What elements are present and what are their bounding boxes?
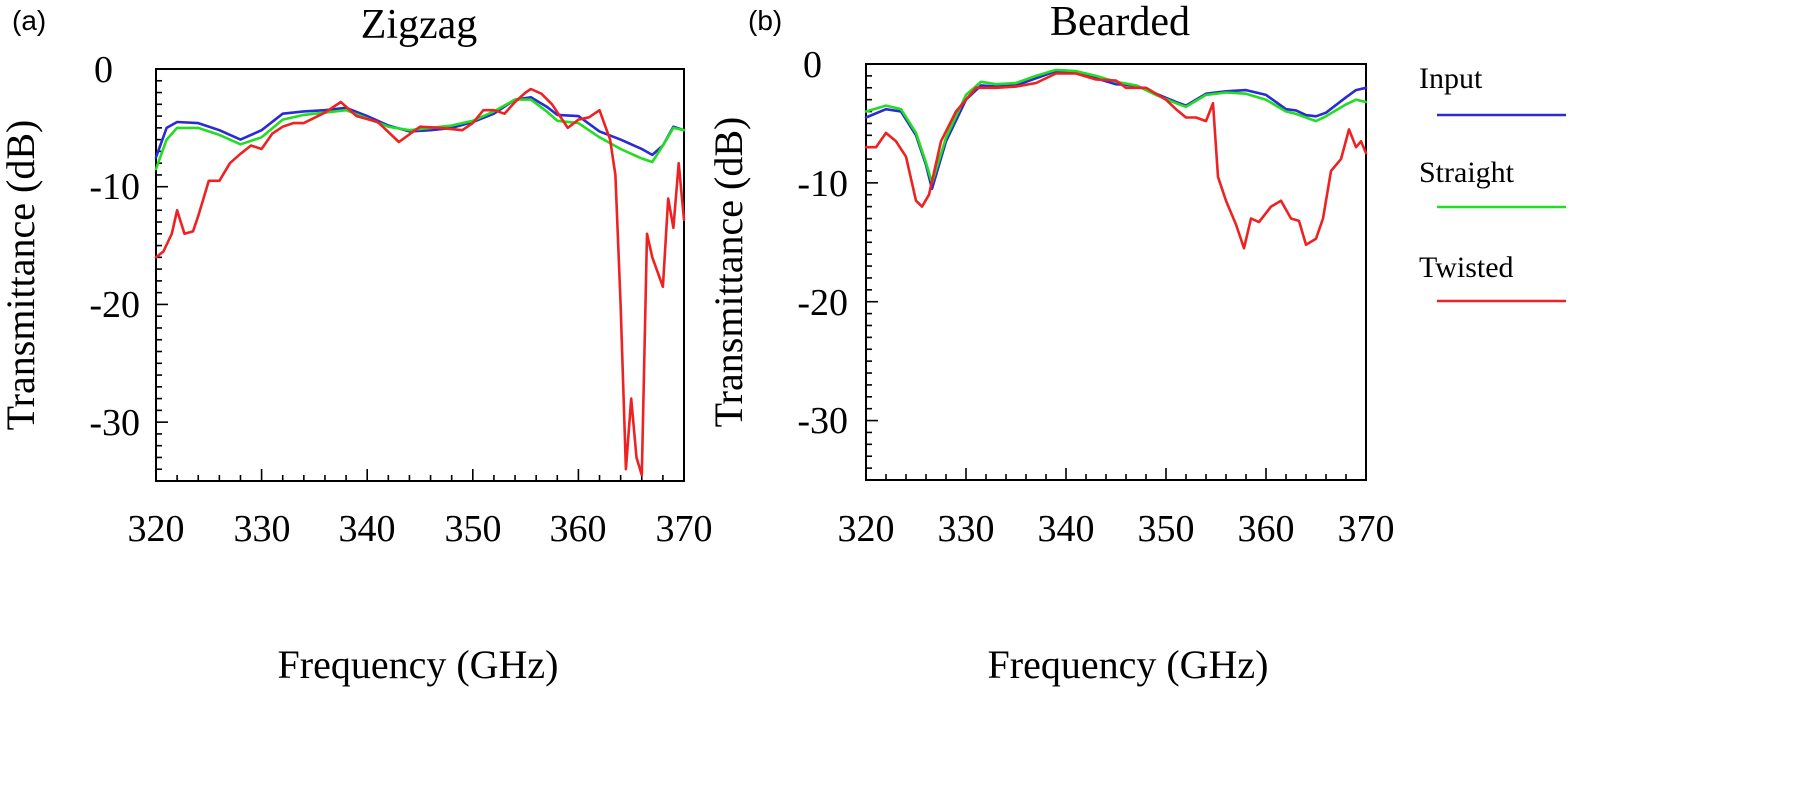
y-axis-label-bearded: Transmittance (dB): [706, 117, 751, 428]
y-tick-label: -20: [89, 284, 140, 326]
legend-label-input: Input: [1419, 62, 1483, 95]
plot-frame-zigzag: [155, 68, 685, 482]
x-tick-label: 370: [1338, 508, 1395, 550]
y-tick-labels-bearded: 0 -10 -20 -30: [797, 44, 848, 442]
x-tick-label: 340: [339, 508, 396, 550]
legend-label-straight: Straight: [1419, 156, 1515, 189]
series-line-input: [864, 69, 1368, 191]
y-tick-label: -10: [797, 163, 848, 205]
x-tick-label: 360: [550, 508, 607, 550]
x-axis-label-bearded: Frequency (GHz): [988, 642, 1269, 687]
x-axis-label-zigzag: Frequency (GHz): [278, 642, 559, 687]
y-tick-labels-zigzag: 0 -10 -20 -30: [89, 49, 140, 444]
chart-title-zigzag: Zigzag: [361, 2, 478, 48]
axis-ticks-zigzag: [155, 68, 685, 482]
panel-label-b: (b): [748, 5, 782, 36]
axis-ticks-bearded: [865, 63, 1367, 481]
chart-title-bearded: Bearded: [1050, 0, 1190, 45]
x-tick-label: 350: [445, 508, 502, 550]
x-tick-label: 320: [838, 508, 895, 550]
series-group-zigzag: [154, 87, 686, 477]
x-tick-label: 330: [938, 508, 995, 550]
x-tick-label: 370: [656, 508, 713, 550]
y-tick-label: -30: [89, 402, 140, 444]
panel-bearded: (b) Bearded 0 -10 -20 -30 320 330 340 35…: [706, 0, 1395, 687]
x-tick-labels-bearded: 320 330 340 350 360 370: [838, 508, 1395, 550]
x-tick-label: 320: [128, 508, 185, 550]
y-tick-label: -10: [89, 166, 140, 208]
panel-zigzag: (a) Zigzag 0 -10 -20 -30 320 330 340 350…: [0, 2, 713, 687]
y-tick-label: 0: [803, 44, 822, 86]
panel-label-a: (a): [12, 5, 46, 36]
x-tick-label: 340: [1038, 508, 1095, 550]
x-tick-label: 350: [1138, 508, 1195, 550]
plot-frame-bearded: [865, 63, 1367, 481]
x-tick-label: 360: [1238, 508, 1295, 550]
y-axis-label-zigzag: Transmittance (dB): [0, 120, 43, 431]
legend-label-twisted: Twisted: [1419, 251, 1514, 284]
series-line-twisted: [154, 87, 686, 477]
x-tick-label: 330: [234, 508, 291, 550]
series-line-straight: [864, 68, 1368, 185]
legend: Input Straight Twisted: [1419, 62, 1566, 303]
series-group-bearded: [864, 68, 1368, 250]
series-line-twisted: [864, 72, 1368, 250]
y-tick-label: 0: [94, 49, 113, 91]
y-tick-label: -20: [797, 282, 848, 324]
x-tick-labels-zigzag: 320 330 340 350 360 370: [128, 508, 713, 550]
y-tick-label: -30: [797, 400, 848, 442]
